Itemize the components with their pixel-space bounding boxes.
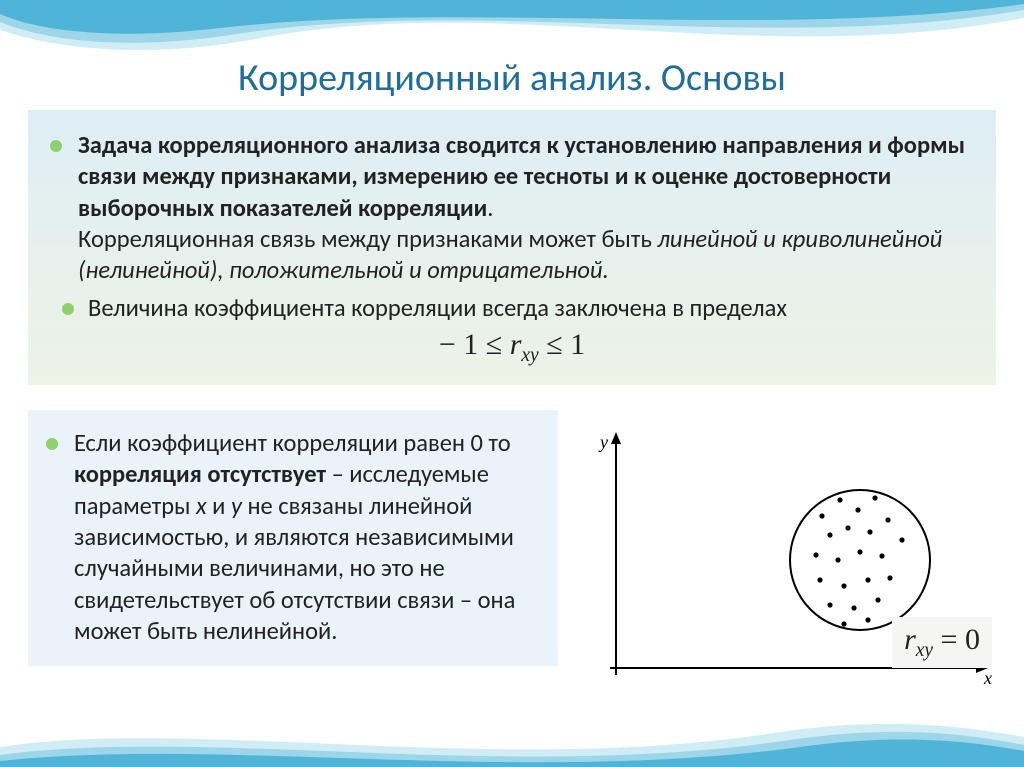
bullet-icon	[46, 438, 58, 450]
p3-a: Если коэффициент корреляции равен 0 то	[74, 428, 511, 458]
p1-bold: Задача корреляционного анализа сводится …	[78, 130, 965, 223]
x-axis-label: x	[983, 668, 992, 688]
formula-sub: xy	[521, 345, 538, 366]
p3-c: и	[207, 491, 231, 521]
formula-rhs: ≤ 1	[539, 328, 585, 361]
bullet-icon	[50, 140, 62, 152]
p1-plain: Корреляционная связь между признаками мо…	[78, 224, 657, 254]
paragraph-3: Если коэффициент корреляции равен 0 то к…	[74, 428, 540, 648]
p3-y: y	[231, 491, 242, 521]
content-box-1: Задача корреляционного анализа сводится …	[28, 110, 996, 385]
bullet-1: Задача корреляционного анализа сводится …	[50, 130, 974, 287]
bullet-icon	[62, 303, 74, 315]
formula-lhs: − 1 ≤	[439, 328, 510, 361]
eq-rhs: = 0	[933, 623, 980, 656]
equation-box: rxy = 0	[892, 617, 992, 668]
scatter-chart: y x rxy = 0	[570, 420, 1000, 700]
y-axis-label: y	[598, 432, 608, 452]
eq-sub: xy	[916, 640, 933, 661]
paragraph-2: Величина коэффициента корреляции всегда …	[88, 293, 974, 324]
eq-r: r	[904, 623, 916, 656]
page-title: Корреляционный анализ. Основы	[0, 0, 1024, 101]
formula-r: r	[510, 328, 522, 361]
bullet-3: Если коэффициент корреляции равен 0 то к…	[46, 428, 540, 648]
formula-range: − 1 ≤ rxy ≤ 1	[50, 328, 974, 367]
bottom-wave-bg	[0, 707, 1024, 767]
bullet-2: Величина коэффициента корреляции всегда …	[50, 293, 974, 324]
paragraph-1: Задача корреляционного анализа сводится …	[78, 130, 974, 287]
p3-bold: корреляция отсутствует	[74, 459, 326, 489]
scatter-dots	[813, 495, 904, 626]
content-box-2: Если коэффициент корреляции равен 0 то к…	[28, 410, 558, 666]
p3-x: x	[196, 491, 207, 521]
